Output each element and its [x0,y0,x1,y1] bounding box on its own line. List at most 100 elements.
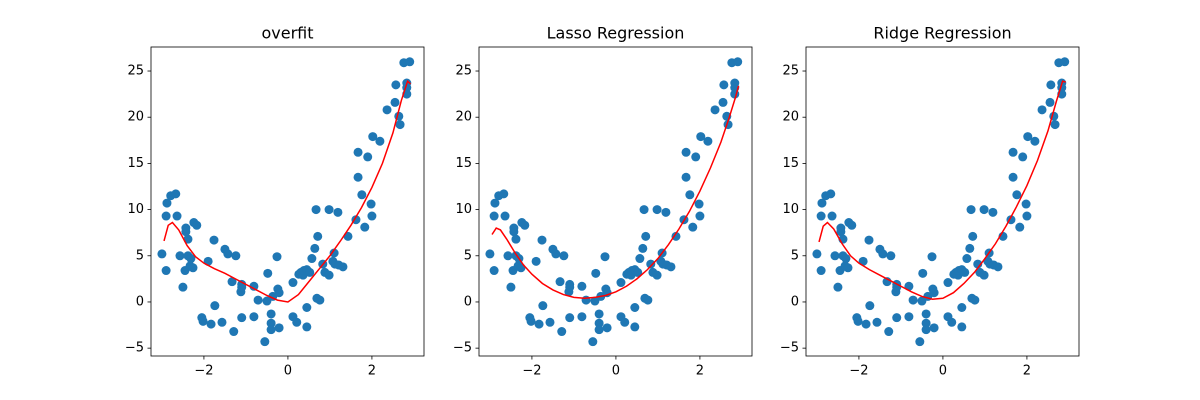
axes-frame [478,46,753,357]
scatter-point [979,270,989,280]
scatter-point [237,313,247,323]
y-tick-label: 25 [127,64,144,79]
x-tick-label: 0 [284,364,292,379]
scatter-point [499,189,509,199]
scatter-point [947,317,957,327]
scatter-point [591,268,601,278]
y-tick-label: 10 [127,202,144,217]
y-tick-label: 10 [455,202,472,217]
scatter-point [292,317,302,327]
scatter-point [231,251,241,261]
scatter-point [966,205,976,215]
y-tick-label: 20 [455,110,472,125]
scatter-point [171,189,181,199]
y-tick-label: 15 [782,156,799,171]
scatter-point [970,295,980,305]
scatter-point [841,254,851,264]
scatter-point [274,323,284,333]
scatter-point [688,222,698,232]
scatter-point [908,295,918,305]
scatter-point [1030,136,1040,146]
scatter-point [943,278,953,288]
scatter-point [178,282,188,292]
y-tick-label: 5 [791,248,799,263]
fit-line [818,80,1066,300]
x-tick-label: −2 [194,364,213,379]
scatter-point [534,319,544,329]
scatter-point [310,243,320,253]
y-tick-label: −5 [780,341,799,356]
scatter-point [620,317,630,327]
scatter-point [1022,211,1032,221]
scatter-point [594,325,604,335]
scatter-point [405,57,415,67]
scatter-point [630,322,640,332]
scatter-point [602,323,612,333]
scatter-point [253,295,263,305]
scatter-point [921,318,931,328]
subplot-title: overfit [261,24,313,43]
y-tick-label: −5 [125,341,144,356]
scatter-point [927,252,937,262]
y-tick-label: 0 [464,294,472,309]
scatter-point [260,337,270,347]
scatter-point [1015,222,1025,232]
scatter-point [577,312,587,322]
fit-line [491,85,740,300]
scatter-point [638,243,648,253]
scatter-point [685,190,695,200]
scatter-point [162,198,172,208]
scatter-point [302,303,312,313]
scatter-point [993,262,1003,272]
scatter-point [827,211,837,221]
scatter-point [509,223,519,233]
scatter-point [311,205,321,215]
scatter-point [836,223,846,233]
y-tick-label: 20 [782,110,799,125]
y-tick-label: 15 [127,156,144,171]
scatter-point [531,256,541,266]
scatter-point [641,231,651,241]
scatter-point [643,295,653,305]
scatter-point [266,309,276,319]
scatter-point [324,205,334,215]
y-tick-label: 5 [464,248,472,263]
y-tick-label: 25 [782,64,799,79]
scatter-point [588,337,598,347]
scatter-point [1023,132,1033,142]
scatter-point [671,231,681,241]
scatter-point [1008,147,1018,157]
scatter-point [1060,57,1070,67]
scatter-point [506,282,516,292]
scatter-point [957,322,967,332]
scatter-point [161,266,171,276]
scatter-point [172,211,182,221]
y-tick-label: 10 [782,202,799,217]
scatter-point [266,318,276,328]
scatter-point [210,301,220,311]
scatter-point [557,327,567,337]
axes-frame [150,46,425,357]
scatter-point [696,132,706,142]
scatter-point [175,251,185,261]
scatter-point [639,205,649,215]
x-tick-label: 2 [696,364,704,379]
scatter-point [646,259,656,269]
scatter-point [288,278,298,288]
y-tick-label: 0 [791,294,799,309]
scatter-point [503,251,513,261]
x-tick-label: 2 [368,364,376,379]
x-tick-label: 2 [1023,364,1031,379]
y-tick-label: 25 [455,64,472,79]
scatter-point [681,147,691,157]
scatter-point [960,267,970,277]
scatter-point [537,235,547,245]
scatter-point [733,57,743,67]
y-tick-label: 15 [455,156,472,171]
subplot: Ridge Regression −2 0 2 −5 0 5 10 15 20 25 [780,24,1080,379]
scatter-point [391,80,401,90]
scatter-point [511,234,521,244]
scatter-point [904,312,914,322]
scatter-point [694,199,704,209]
scatter-point [581,295,591,305]
